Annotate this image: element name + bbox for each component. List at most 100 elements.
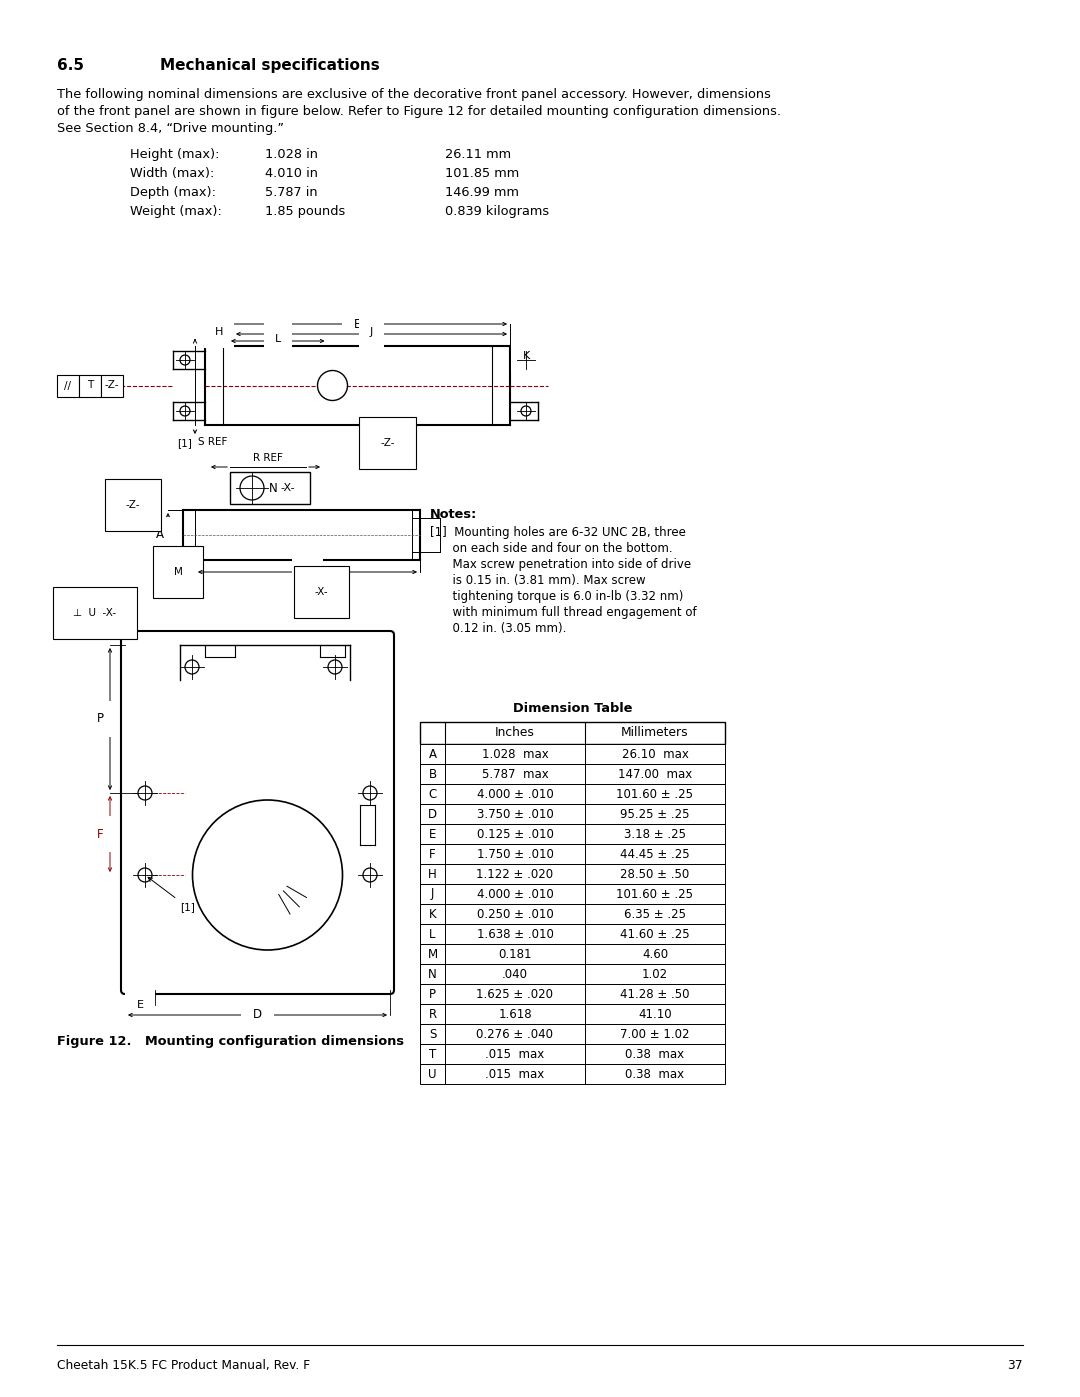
Text: 3.18 ± .25: 3.18 ± .25	[624, 827, 686, 841]
Text: Mechanical specifications: Mechanical specifications	[160, 59, 380, 73]
Text: M: M	[428, 947, 437, 961]
Text: See Section 8.4, “Drive mounting.”: See Section 8.4, “Drive mounting.”	[57, 122, 284, 136]
Text: The following nominal dimensions are exclusive of the decorative front panel acc: The following nominal dimensions are exc…	[57, 88, 771, 101]
Text: 0.12 in. (3.05 mm).: 0.12 in. (3.05 mm).	[430, 622, 566, 636]
Text: 0.181: 0.181	[498, 947, 531, 961]
Text: [1]: [1]	[177, 439, 192, 448]
Text: S: S	[429, 1028, 436, 1041]
Bar	[420, 884, 725, 904]
Circle shape	[192, 800, 342, 950]
Text: T: T	[429, 1048, 436, 1060]
Text: 37: 37	[1008, 1359, 1023, 1372]
Text: Millimeters: Millimeters	[621, 726, 689, 739]
Text: L: L	[429, 928, 435, 940]
Bar	[420, 722, 725, 745]
Text: H: H	[428, 868, 437, 880]
Text: J: J	[369, 327, 373, 337]
Text: P: P	[429, 988, 436, 1000]
Bar	[420, 904, 725, 923]
Circle shape	[318, 370, 348, 401]
Text: C: C	[303, 566, 312, 578]
Text: F: F	[97, 827, 104, 841]
Text: 1.122 ± .020: 1.122 ± .020	[476, 868, 554, 880]
Bar	[420, 964, 725, 983]
Text: .015  max: .015 max	[485, 1067, 544, 1080]
Text: 101.60 ± .25: 101.60 ± .25	[617, 887, 693, 901]
Text: 0.38  max: 0.38 max	[625, 1067, 685, 1080]
Text: Dimension Table: Dimension Table	[513, 701, 632, 714]
Bar	[420, 1004, 725, 1024]
Text: Max screw penetration into side of drive: Max screw penetration into side of drive	[430, 557, 691, 571]
Text: ⊥  U  -X-: ⊥ U -X-	[73, 608, 117, 617]
Bar	[420, 863, 725, 884]
Text: M: M	[174, 567, 183, 577]
Text: C: C	[429, 788, 436, 800]
Bar	[420, 1044, 725, 1065]
Text: 0.250 ± .010: 0.250 ± .010	[476, 908, 553, 921]
FancyBboxPatch shape	[121, 631, 394, 995]
Bar	[420, 1024, 725, 1044]
Text: N: N	[269, 482, 278, 495]
Text: 0.125 ± .010: 0.125 ± .010	[476, 827, 553, 841]
Text: N: N	[428, 968, 437, 981]
Text: L: L	[274, 334, 281, 344]
Circle shape	[363, 787, 377, 800]
Text: 0.839 kilograms: 0.839 kilograms	[445, 205, 549, 218]
Text: 1.028  max: 1.028 max	[482, 747, 549, 760]
Text: on each side and four on the bottom.: on each side and four on the bottom.	[430, 542, 673, 555]
Text: 26.10  max: 26.10 max	[622, 747, 688, 760]
Text: Width (max):: Width (max):	[130, 168, 214, 180]
Text: F: F	[429, 848, 436, 861]
Text: J: J	[431, 887, 434, 901]
Bar	[420, 983, 725, 1004]
Text: -Z-: -Z-	[380, 439, 395, 448]
Bar	[420, 923, 725, 944]
Text: is 0.15 in. (3.81 mm). Max screw: is 0.15 in. (3.81 mm). Max screw	[430, 574, 646, 587]
Text: -X-: -X-	[280, 483, 295, 493]
Text: K: K	[429, 908, 436, 921]
Text: 0.38  max: 0.38 max	[625, 1048, 685, 1060]
Bar	[420, 764, 725, 784]
Text: 7.00 ± 1.02: 7.00 ± 1.02	[620, 1028, 690, 1041]
Text: Inches: Inches	[495, 726, 535, 739]
Text: H: H	[215, 327, 224, 337]
Text: 1.625 ± .020: 1.625 ± .020	[476, 988, 554, 1000]
Bar	[420, 1065, 725, 1084]
Text: 1.028 in: 1.028 in	[265, 148, 318, 161]
Circle shape	[328, 659, 342, 673]
Bar	[420, 805, 725, 824]
Text: 41.10: 41.10	[638, 1007, 672, 1020]
Text: Notes:: Notes:	[430, 509, 477, 521]
Text: 3.750 ± .010: 3.750 ± .010	[476, 807, 553, 820]
Text: A: A	[156, 528, 164, 542]
Text: Depth (max):: Depth (max):	[130, 186, 216, 198]
Text: Cheetah 15K.5 FC Product Manual, Rev. F: Cheetah 15K.5 FC Product Manual, Rev. F	[57, 1359, 310, 1372]
Text: 1.02: 1.02	[642, 968, 669, 981]
Bar	[420, 745, 725, 764]
Bar	[420, 784, 725, 805]
Text: 101.60 ± .25: 101.60 ± .25	[617, 788, 693, 800]
Text: D: D	[428, 807, 437, 820]
Text: 95.25 ± .25: 95.25 ± .25	[620, 807, 690, 820]
Circle shape	[180, 407, 190, 416]
Text: with minimum full thread engagement of: with minimum full thread engagement of	[430, 606, 697, 619]
Circle shape	[240, 476, 264, 500]
Text: Weight (max):: Weight (max):	[130, 205, 221, 218]
Text: -Z-: -Z-	[105, 380, 119, 391]
Text: 4.000 ± .010: 4.000 ± .010	[476, 788, 553, 800]
Text: 146.99 mm: 146.99 mm	[445, 186, 519, 198]
Text: .040: .040	[502, 968, 528, 981]
Text: P: P	[96, 712, 104, 725]
Text: Mounting configuration dimensions: Mounting configuration dimensions	[145, 1035, 404, 1048]
Text: 4.010 in: 4.010 in	[265, 168, 318, 180]
Bar	[420, 944, 725, 964]
Circle shape	[138, 787, 152, 800]
Text: .015  max: .015 max	[485, 1048, 544, 1060]
Text: Height (max):: Height (max):	[130, 148, 219, 161]
Text: 101.85 mm: 101.85 mm	[445, 168, 519, 180]
Text: //: //	[65, 380, 71, 391]
Text: T: T	[86, 380, 93, 391]
Circle shape	[180, 355, 190, 365]
Bar	[79, 374, 102, 397]
Bar	[230, 472, 310, 504]
